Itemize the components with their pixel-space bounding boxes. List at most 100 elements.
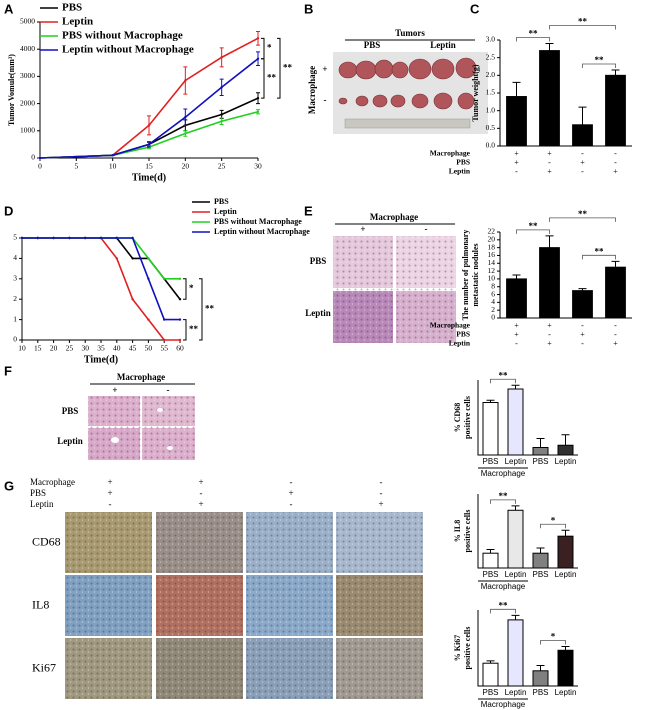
x-tick-label: Leptin [505,457,527,466]
condition-sign: + [580,330,585,339]
error-bar [511,505,520,511]
significance-label: ** [499,491,509,501]
x-tick-label: 25 [218,162,226,171]
significance-bracket [516,37,550,42]
y-tick-label: 12 [488,266,496,275]
significance-label: ** [499,600,509,610]
significance-label: * [189,283,194,293]
bar [532,670,549,687]
x-tick-label: PBS [482,570,498,579]
column-label: + [360,224,365,234]
significance-label: ** [283,62,293,72]
bar [532,552,549,569]
data-point [36,236,39,240]
y-tick-label: 2 [491,305,495,314]
data-point [147,277,150,280]
x-axis-label: Time(d) [132,172,166,183]
condition-sign: - [380,477,383,487]
x-tick-label: 35 [97,344,105,353]
legend-label: PBS [214,197,229,206]
x-tick-label: 30 [81,344,89,353]
x-tick-label: Leptin [505,688,527,697]
error-bar [611,69,620,76]
y-tick-label: 0.5 [486,123,496,132]
data-point [220,56,223,59]
y-tick-label: 1.5 [486,88,496,97]
error-bar [536,664,545,671]
significance-bracket [549,25,616,30]
bar [539,50,560,147]
x-tick-label: 15 [145,162,153,171]
image-texture [65,638,152,699]
condition-label: Leptin [449,339,471,348]
data-point [147,257,150,260]
row-label: PBS [310,256,327,266]
series-line [22,237,180,321]
condition-sign: + [514,149,519,158]
column-label: + [112,385,117,395]
y-tick-label: 6 [491,289,495,298]
significance-bracket [277,37,281,99]
condition-label: Leptin [30,499,54,509]
x-tick-label: PBS [532,688,548,697]
significance-label: ** [578,209,588,219]
data-point [20,236,24,240]
condition-sign: + [514,158,519,167]
image-texture [156,512,243,573]
condition-sign: - [290,499,293,509]
data-point [38,156,42,160]
condition-sign: + [613,339,618,348]
data-point [220,86,223,89]
data-point [115,236,119,240]
error-bar [561,645,570,651]
image-texture [156,638,243,699]
y-tick-label: 0.0 [486,141,496,150]
condition-sign: + [107,488,112,498]
bar [482,662,499,687]
condition-sign: - [109,499,112,509]
ihc-images [65,512,423,699]
x-tick-label: PBS [532,570,548,579]
image-texture [336,575,423,636]
y-tick-label: 3000 [20,71,35,80]
data-point [131,298,134,301]
x-tick-label: Leptin [555,688,577,697]
error-bar [561,434,570,446]
significance-label: ** [205,303,215,313]
row-label: Leptin [57,436,83,446]
series-line [22,237,180,280]
y-tick-label: 8 [491,281,495,290]
x-tick-label: 20 [182,162,190,171]
bar [507,388,524,456]
image-texture [336,638,423,699]
y-axis-label: % Ki67 [453,635,462,661]
panel-label: B [304,1,313,16]
panel-label: A [4,1,14,16]
significance-label: * [551,515,556,525]
significance-bracket [183,319,187,341]
y-tick-label: 1.0 [486,105,496,114]
y-tick-label: 1 [13,314,17,323]
data-point [163,277,166,280]
significance-bracket [261,58,265,99]
significance-bracket [490,608,516,614]
x-tick-label: Leptin [555,570,577,579]
condition-sign: - [515,339,518,348]
x-tick-label: 25 [66,344,74,353]
y-tick-label: 18 [488,242,496,251]
x-tick-label: 30 [254,162,262,171]
column-label: - [425,224,428,234]
error-bar [511,614,520,620]
condition-sign: + [514,321,519,330]
group-label: Macrophage [481,700,526,709]
condition-sign: - [290,477,293,487]
condition-sign: - [614,330,617,339]
condition-label: PBS [30,488,46,498]
row-title: Macrophage [307,66,317,114]
condition-sign: + [547,339,552,348]
tumors [338,57,477,110]
condition-sign: + [547,149,552,158]
legend-label: Leptin [214,207,237,216]
bar [572,290,593,319]
